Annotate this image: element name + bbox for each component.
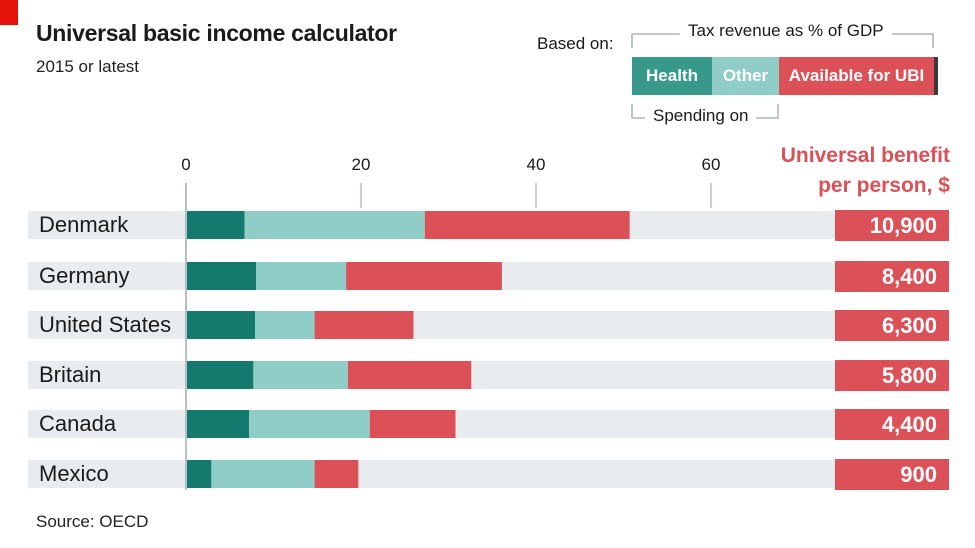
- bar-health-4: [186, 410, 249, 438]
- bar-health-1: [186, 262, 256, 290]
- economist-red-tag: [0, 0, 18, 25]
- bar-available-for-ubi-5: [314, 460, 359, 488]
- benefit-value-label: 5,800: [835, 360, 949, 391]
- benefit-value-label: 6,300: [835, 310, 949, 341]
- bar-other-3: [253, 361, 348, 389]
- benefit-header-line2: per person, $: [818, 174, 950, 197]
- source-note: Source: OECD: [36, 512, 149, 531]
- x-tick-label-40: 40: [527, 155, 546, 174]
- country-label: Britain: [39, 362, 102, 387]
- bar-available-for-ubi-2: [314, 311, 414, 339]
- benefit-value-label: 10,900: [835, 210, 949, 241]
- bar-available-for-ubi-3: [347, 361, 472, 389]
- bar-other-2: [255, 311, 315, 339]
- row-track-2: [28, 311, 948, 339]
- bar-available-for-ubi-0: [424, 211, 630, 239]
- benefit-value-label: 8,400: [835, 261, 949, 292]
- legend-key-other: Other: [712, 57, 779, 95]
- benefit-column-header: Universal benefit per person, $: [760, 141, 950, 201]
- legend-based-on-label: Based on:: [537, 34, 614, 53]
- country-label: Canada: [39, 411, 117, 436]
- country-label: Germany: [39, 263, 130, 288]
- country-label: United States: [39, 312, 172, 337]
- bar-other-0: [244, 211, 425, 239]
- benefit-value-label: 4,400: [835, 409, 949, 440]
- bar-available-for-ubi-4: [369, 410, 456, 438]
- chart-subtitle: 2015 or latest: [36, 57, 140, 76]
- legend-key-health: Health: [632, 57, 712, 95]
- benefit-header-line1: Universal benefit: [780, 144, 950, 167]
- country-label: Mexico: [39, 461, 109, 486]
- benefit-value-label: 900: [835, 459, 949, 490]
- x-tick-label-0: 0: [181, 155, 190, 174]
- legend-tax-revenue-label: Tax revenue as % of GDP: [680, 21, 892, 41]
- row-track-4: [28, 410, 948, 438]
- bar-other-1: [256, 262, 347, 290]
- legend-key-available-for-ubi: Available for UBI: [779, 57, 934, 95]
- country-label: Denmark: [39, 212, 129, 237]
- bar-health-2: [186, 311, 256, 339]
- bar-health-0: [186, 211, 245, 239]
- x-tick-label-60: 60: [702, 155, 721, 174]
- bar-other-4: [249, 410, 370, 438]
- chart-title: Universal basic income calculator: [36, 20, 397, 46]
- bar-health-3: [186, 361, 254, 389]
- x-tick-label-20: 20: [352, 155, 371, 174]
- legend-spending-label: Spending on: [645, 106, 757, 126]
- row-track-3: [28, 361, 948, 389]
- bar-other-5: [211, 460, 315, 488]
- legend-end-marker: [934, 57, 938, 95]
- row-track-5: [28, 460, 948, 488]
- bar-available-for-ubi-1: [346, 262, 502, 290]
- bar-health-5: [186, 460, 212, 488]
